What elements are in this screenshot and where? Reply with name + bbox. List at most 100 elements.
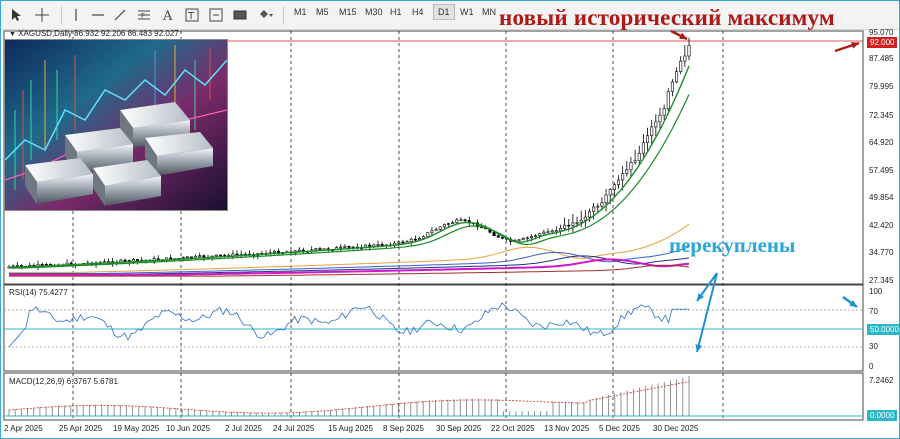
crosshair-icon[interactable] [31, 4, 53, 26]
ma-green-1 [9, 65, 690, 268]
date-axis-label: 25 Apr 2025 [59, 424, 103, 433]
candle-body [500, 236, 504, 239]
date-axis-label: 19 May 2025 [113, 424, 160, 433]
date-axis-label: 8 Sep 2025 [383, 424, 424, 433]
candle-body [181, 257, 185, 259]
candle-body [666, 91, 670, 110]
timeframe-w1[interactable]: W1 [460, 7, 474, 17]
timeframe-m5[interactable]: M5 [316, 7, 329, 17]
rsi-axis-label: 100 [869, 287, 883, 296]
candle-body [529, 236, 533, 239]
candle-body [422, 236, 426, 239]
candle-body [679, 60, 683, 72]
rsi-side-arrow-head [849, 299, 857, 307]
candle-body [617, 179, 621, 185]
candle-body [563, 224, 567, 229]
candle-body [218, 254, 222, 257]
dropdown-triangle-icon[interactable]: ▼ [9, 31, 16, 38]
candle-body [297, 249, 301, 252]
candle-body [455, 219, 459, 223]
candle-body [459, 219, 463, 222]
candle-body [463, 219, 467, 222]
price-axis-label: 64.920 [869, 138, 894, 147]
candle-body [397, 241, 401, 244]
candle-body [525, 237, 529, 240]
candle-body [612, 184, 616, 190]
timeframe-m30[interactable]: M30 [365, 7, 383, 17]
candle-body [675, 71, 679, 83]
horizontal-line-icon[interactable] [87, 4, 109, 26]
candle-body [600, 202, 604, 207]
candle-body [658, 114, 662, 123]
date-axis-label: 10 Jun 2025 [166, 424, 211, 433]
candle-body [579, 220, 583, 223]
candle-body [546, 231, 550, 234]
chart-area[interactable]: ▼ XAGUSD,Daily 86.932 92.206 86.483 92.0… [1, 28, 900, 438]
macd-axis-label: 7.2462 [869, 376, 894, 385]
timeframe-m15[interactable]: M15 [339, 7, 357, 17]
ma-magenta [9, 258, 690, 276]
candle-body [683, 55, 687, 62]
candle-body [492, 231, 496, 236]
candle-body [451, 222, 455, 224]
ma-green-2 [9, 94, 690, 269]
candle-body [15, 265, 19, 267]
overbought-arrow-lower-shaft [696, 272, 718, 353]
candle-body [558, 228, 562, 232]
price-axis-label: 57.495 [869, 166, 894, 175]
rectangle-icon[interactable] [229, 4, 251, 26]
current-price-tag: 92.000 [867, 37, 898, 48]
candle-body [517, 239, 521, 242]
symbol-info: ▼ XAGUSD,Daily 86.932 92.206 86.483 92.0… [9, 29, 179, 38]
candle-body [592, 206, 596, 213]
chart-canvas[interactable] [1, 29, 899, 438]
price-axis-label: 79.995 [869, 82, 894, 91]
rsi-level-tag: 50.0000 [867, 324, 900, 335]
candle-body [596, 205, 600, 208]
timeframe-d1[interactable]: D1 [433, 4, 455, 20]
text-tool-icon[interactable]: A [157, 4, 179, 26]
overbought-arrow-upper-head [697, 293, 705, 301]
overbought-annotation: перекуплены [669, 233, 796, 257]
macd-level-tag: 0.0000 [867, 410, 898, 421]
date-axis-label: 2 Apr 2025 [4, 424, 43, 433]
candle-body [409, 238, 413, 242]
candle-body [567, 224, 571, 227]
candle-body [314, 248, 318, 251]
price-axis-label: 72.345 [869, 111, 894, 120]
overbought-arrow-lower-head [695, 344, 703, 352]
timeframe-h4[interactable]: H4 [412, 7, 424, 17]
rsi-axis-label: 0 [869, 362, 874, 371]
timeframe-mn[interactable]: MN [482, 7, 496, 17]
svg-text:F: F [141, 12, 145, 20]
trendline-icon[interactable] [109, 4, 131, 26]
timeframe-m1[interactable]: M1 [294, 7, 307, 17]
label-icon[interactable] [205, 4, 227, 26]
candle-body [625, 169, 629, 175]
cursor-icon[interactable] [5, 4, 27, 26]
candle-body [534, 235, 538, 237]
candle-body [608, 189, 612, 196]
candle-body [550, 230, 554, 233]
candle-body [272, 250, 276, 253]
fibonacci-icon[interactable]: F [133, 4, 155, 26]
headline-arrow-to-candle-head [679, 32, 687, 39]
svg-text:T: T [187, 11, 195, 22]
headline-annotation: новый исторический максимум [499, 5, 835, 30]
toolbar-separator [61, 6, 62, 24]
price-axis-label: 49.854 [869, 193, 894, 202]
vertical-line-icon[interactable] [65, 4, 87, 26]
date-axis-label: 5 Dec 2025 [599, 424, 640, 433]
price-axis-label: 95.070 [869, 28, 894, 37]
symbol-info-text: XAGUSD,Daily 86.932 92.206 86.483 92.027 [18, 29, 179, 38]
text-label-icon[interactable]: T [181, 4, 203, 26]
shapes-dropdown-icon[interactable] [255, 4, 277, 26]
candle-body [136, 259, 140, 261]
price-axis-label: 42.420 [869, 221, 894, 230]
date-axis-label: 2 Jul 2025 [225, 424, 262, 433]
candle-body [554, 230, 558, 233]
candle-body [637, 152, 641, 162]
candle-body [571, 222, 575, 226]
timeframe-h1[interactable]: H1 [390, 7, 402, 17]
